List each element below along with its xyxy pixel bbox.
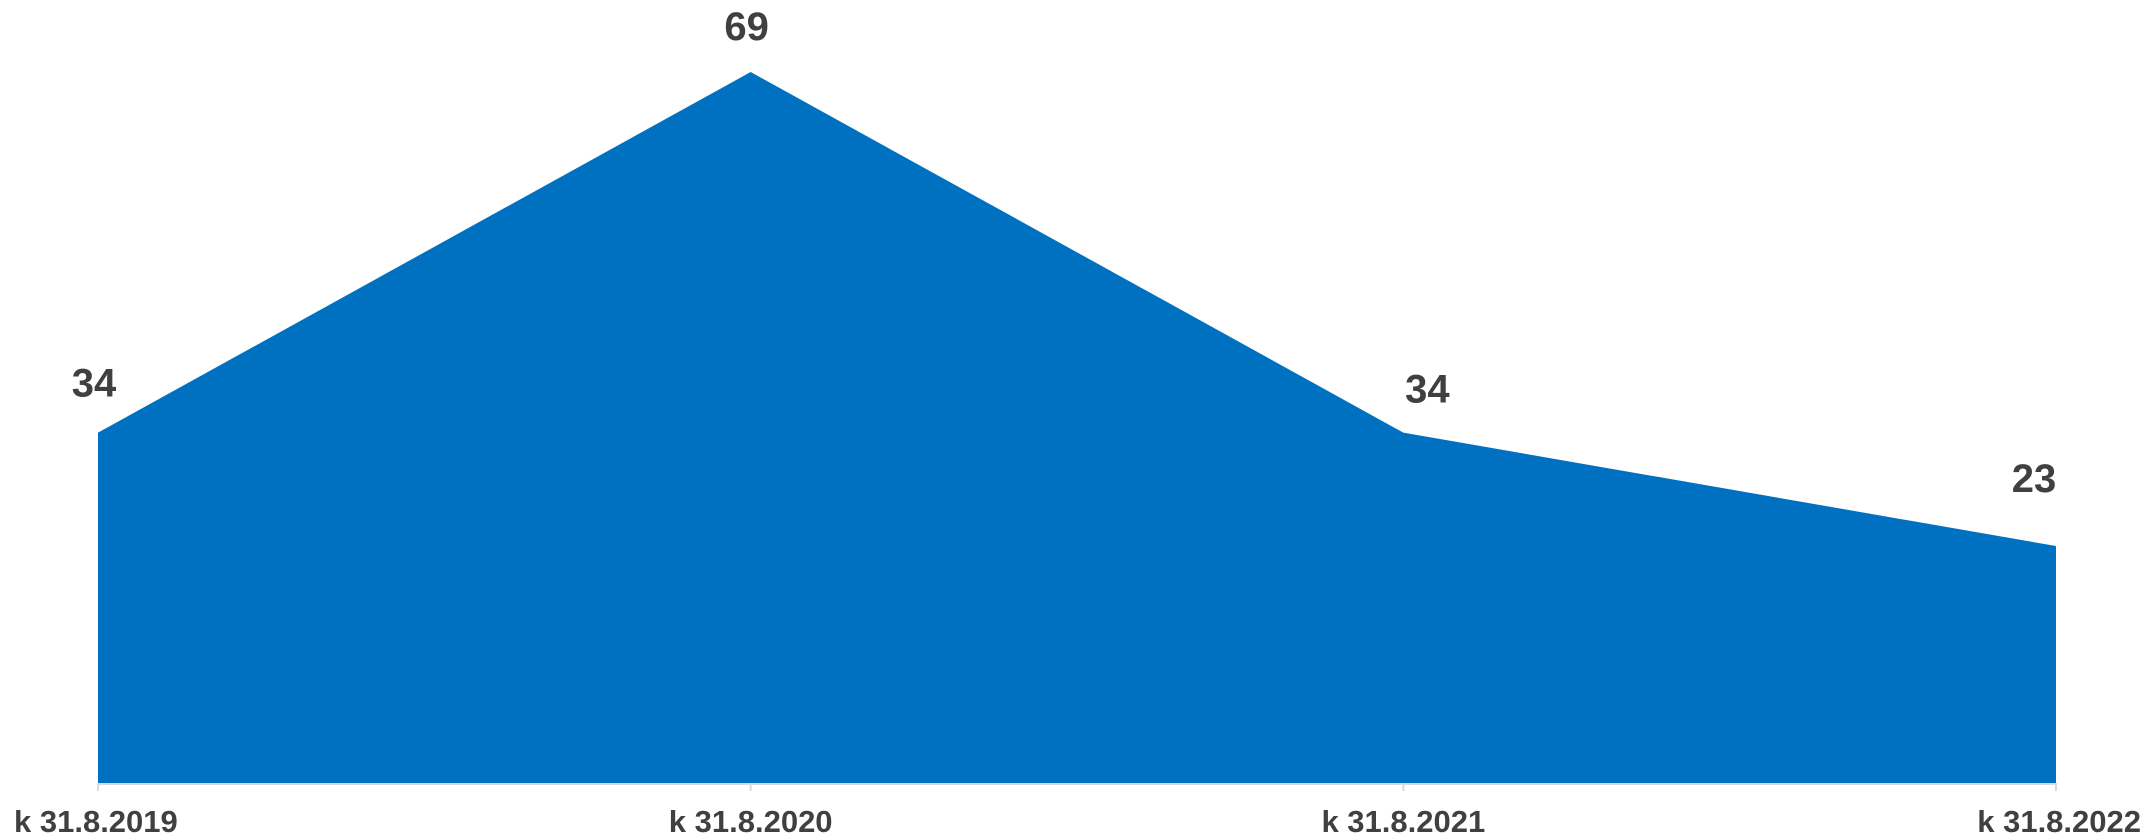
data-labels-layer: 34 69 34 23 bbox=[72, 5, 2057, 501]
data-label: 34 bbox=[1405, 368, 1450, 412]
data-label: 69 bbox=[724, 5, 769, 49]
x-axis bbox=[97, 783, 2057, 791]
x-tick-label: k 31.8.2022 bbox=[1977, 804, 2141, 836]
data-label: 23 bbox=[2012, 457, 2057, 501]
x-tick-label: k 31.8.2021 bbox=[1321, 804, 1485, 836]
area-series bbox=[98, 72, 2056, 783]
x-axis-tick-labels: k 31.8.2019 k 31.8.2020 k 31.8.2021 k 31.8.… bbox=[14, 804, 2141, 836]
area-series-layer bbox=[98, 72, 2056, 783]
x-tick-label: k 31.8.2020 bbox=[669, 804, 833, 836]
x-tick-label: k 31.8.2019 bbox=[14, 804, 178, 836]
data-label: 34 bbox=[72, 362, 117, 406]
